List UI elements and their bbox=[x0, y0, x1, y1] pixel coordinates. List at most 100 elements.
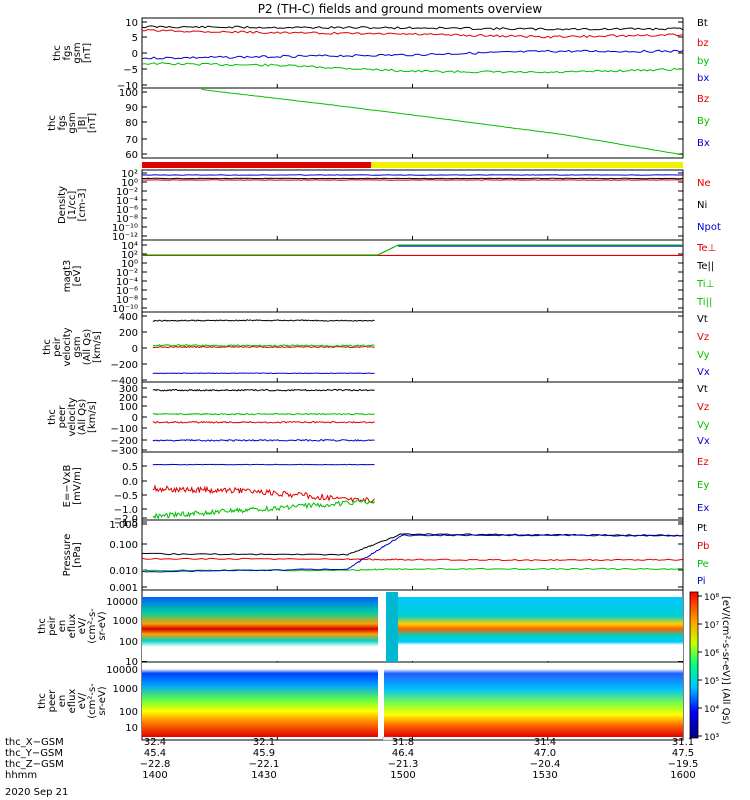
date-label: 2020 Sep 21 bbox=[5, 787, 68, 798]
y-axis-label-line: (cm²-s- bbox=[87, 683, 98, 719]
y-axis-label-line: (cm²-s- bbox=[87, 608, 98, 644]
series-line-Vx bbox=[152, 372, 375, 375]
y-tick-label: 1.000 bbox=[109, 520, 138, 531]
colorbar-tick-label: 10⁷ bbox=[704, 621, 719, 631]
y-axis-label-line: en bbox=[57, 620, 68, 633]
legend-entry: Vy bbox=[697, 350, 710, 361]
x-axis-value: 46.4 bbox=[392, 748, 414, 759]
legend-entry: Ti|| bbox=[696, 297, 712, 308]
peir-spec-pre bbox=[142, 597, 378, 661]
y-axis-label: thcpeirvelocitygsm(All Qs)[km/s] bbox=[42, 327, 103, 366]
y-tick-label: 0.001 bbox=[109, 583, 138, 594]
y-axis-label-line: [km/s] bbox=[87, 401, 98, 433]
colorbar-tick-label: 10⁸ bbox=[704, 593, 719, 603]
series-line-Ez bbox=[152, 484, 375, 504]
y-tick-label: 10⁻¹⁰ bbox=[112, 223, 138, 234]
y-axis-label: Density[1/cc][cm-3] bbox=[57, 186, 88, 224]
y-tick-label: 80 bbox=[125, 118, 138, 129]
y-axis-label-line: [cm-3] bbox=[77, 188, 88, 221]
y-tick-label: −5 bbox=[123, 65, 138, 76]
y-tick-label: 10⁻² bbox=[116, 187, 138, 198]
y-tick-label: 0.010 bbox=[109, 566, 138, 577]
peir-spec-post bbox=[398, 597, 683, 661]
y-tick-label: −1.5 bbox=[114, 518, 138, 529]
y-axis-label-line: eflux bbox=[67, 689, 78, 714]
legend-entry: Ti⊥ bbox=[696, 279, 714, 290]
y-axis-label: E=−VxB[mV/m] bbox=[62, 465, 83, 508]
y-tick-label: 200 bbox=[119, 328, 138, 339]
legend-entry: Te|| bbox=[696, 261, 714, 272]
panel-fgs_gsm_btotal: thcfgsgsm|B|[nT] 100 90 80 70 60 Bz By Bx bbox=[47, 87, 710, 161]
y-axis-label-line: sr-eV) bbox=[97, 686, 108, 715]
y-axis-label-line: [nPa] bbox=[72, 542, 83, 568]
legend-entry: by bbox=[697, 56, 709, 67]
y-axis-label-line: thc bbox=[37, 618, 48, 634]
x-axis-value: −22.8 bbox=[140, 759, 171, 770]
y-axis-label-line: peer bbox=[57, 405, 68, 429]
y-axis-label-line: [eV] bbox=[72, 266, 83, 287]
series-line-by bbox=[141, 62, 684, 74]
x-axis-value: 1530 bbox=[532, 770, 557, 781]
y-tick-label: 10² bbox=[121, 250, 138, 261]
peer-spec-gap bbox=[378, 663, 384, 737]
x-axis-row-label: thc_Y−GSM bbox=[5, 748, 63, 759]
y-tick-label: 10² bbox=[121, 169, 138, 180]
mode-bar-yellow bbox=[371, 162, 683, 168]
y-axis-label-line: gsm bbox=[72, 336, 83, 357]
x-axis-row-label: thc_X−GSM bbox=[5, 737, 64, 748]
legend-entry: Vx bbox=[697, 436, 710, 447]
y-axis-label: thcpeervelocity(All Qs)[km/s] bbox=[47, 397, 98, 436]
y-tick-label: 10⁻¹⁰ bbox=[112, 304, 138, 315]
y-tick-label: 10 bbox=[125, 18, 138, 29]
y-axis-label: thcfgsgsm[nT] bbox=[52, 42, 93, 63]
y-tick-label: 0 bbox=[132, 49, 138, 60]
panel-peer_velocity: thcpeervelocity(All Qs)[km/s]3002001000−… bbox=[47, 381, 710, 457]
y-tick-label: 10 bbox=[125, 657, 138, 668]
series-line-Pt bbox=[141, 533, 684, 556]
y-tick-label: 1000 bbox=[113, 616, 138, 627]
colorbar-tick-label: 10⁶ bbox=[704, 649, 719, 659]
y-tick-label: 10⁰ bbox=[121, 259, 138, 270]
y-tick-label: −0.5 bbox=[114, 491, 138, 502]
x-axis-value: −21.3 bbox=[388, 759, 419, 770]
series-line-Vx bbox=[152, 438, 375, 442]
y-tick-label: 10⁻² bbox=[116, 268, 138, 279]
legend-entry: Te⊥ bbox=[696, 243, 716, 254]
series-line-Vt bbox=[152, 388, 375, 392]
y-axis-label-line: eV/ bbox=[77, 617, 88, 634]
y-axis-label-line: eV/ bbox=[77, 692, 88, 709]
x-axis-value: 31.4 bbox=[534, 737, 556, 748]
y-axis-label-line: [1/cc] bbox=[67, 191, 78, 220]
peer-spectrogram bbox=[142, 663, 683, 741]
y-axis-label-line: eflux bbox=[67, 614, 78, 639]
x-axis-value: −20.4 bbox=[530, 759, 561, 770]
legend-entry: bx bbox=[697, 73, 709, 84]
panel-pressure: Pressure[nPa] 1.000 0.100 0.010 0.001 Pt Pb Pe P… bbox=[62, 519, 709, 594]
series-line-Bt bbox=[141, 25, 684, 31]
series-line-Vy bbox=[152, 412, 375, 416]
y-tick-label: 300 bbox=[119, 384, 138, 395]
y-tick-label: 5 bbox=[132, 33, 138, 44]
legend-entry: Npot bbox=[697, 222, 721, 233]
y-axis-label-line: fgs bbox=[57, 115, 68, 130]
y-axis-label: Pressure[nPa] bbox=[62, 534, 83, 577]
x-axis-row-label: hhmm bbox=[5, 770, 37, 781]
legend-entry: Bz bbox=[697, 94, 709, 105]
y-axis-label-line: Density bbox=[57, 186, 68, 224]
series-line-Pi bbox=[141, 534, 684, 573]
series-line-bz bbox=[141, 28, 684, 39]
y-tick-label: 10 bbox=[125, 723, 138, 734]
y-tick-label: 0.100 bbox=[109, 540, 138, 551]
panel-frame bbox=[141, 381, 684, 453]
y-tick-label: 10⁻⁴ bbox=[116, 196, 138, 207]
series-layer bbox=[141, 25, 684, 573]
y-axis-label-line: velocity bbox=[62, 327, 73, 366]
x-axis-table: thc_X−GSM 32.4 32.1 31.8 31.4 31.1 thc_Y−GSM 45… bbox=[5, 737, 698, 781]
y-tick-label: 200 bbox=[119, 393, 138, 404]
x-axis-value: 1400 bbox=[142, 770, 167, 781]
peir-spectrogram bbox=[142, 592, 683, 662]
y-tick-label: 0 bbox=[132, 413, 138, 424]
y-tick-label: 100 bbox=[119, 637, 138, 648]
y-axis-label-line: E=−VxB bbox=[62, 465, 73, 508]
